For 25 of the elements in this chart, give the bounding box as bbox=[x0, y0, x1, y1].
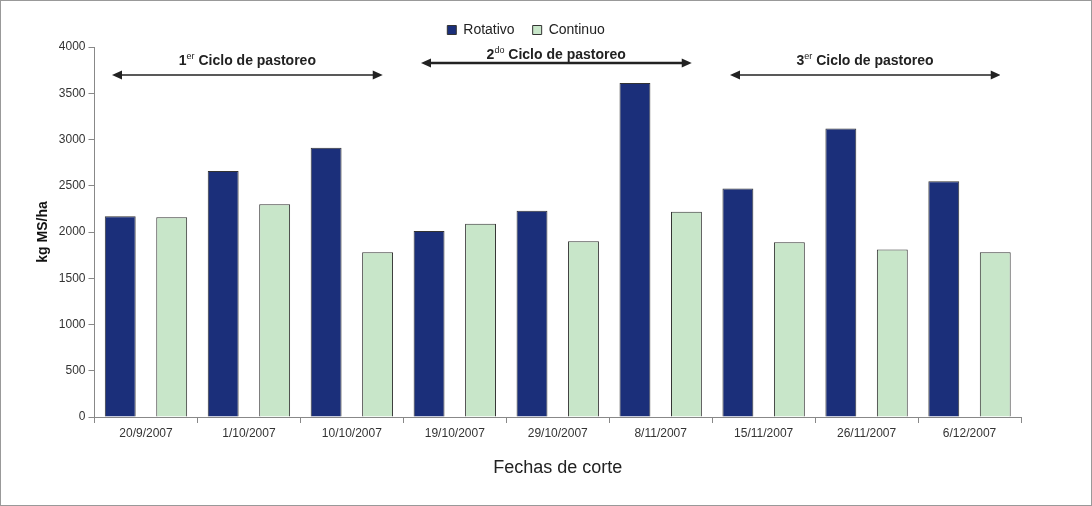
y-tick-label: 2000 bbox=[58, 224, 86, 239]
legend-label: Continuo bbox=[548, 20, 605, 37]
annotation: 1$^{er}$ Ciclo de pastoreo bbox=[178, 51, 316, 68]
y-tick-label: 3500 bbox=[58, 85, 86, 100]
y-tick-label: 2500 bbox=[58, 178, 86, 193]
x-tick-label: 19/10/2007 bbox=[424, 425, 486, 440]
x-tick-label: 20/9/2007 bbox=[119, 425, 173, 440]
x-tick-label: 1/10/2007 bbox=[222, 425, 276, 440]
y-tick-label: 3000 bbox=[58, 131, 86, 146]
x-tick-label: 6/12/2007 bbox=[942, 425, 997, 440]
y-tick-label: 500 bbox=[65, 363, 86, 378]
y-tick-label: 1500 bbox=[58, 270, 86, 285]
x-tick-label: 8/11/2007 bbox=[634, 425, 688, 440]
x-axis-title: Fechas de corte bbox=[493, 457, 623, 478]
y-axis-title: kg MS/ha bbox=[34, 201, 51, 263]
y-tick-label: 0 bbox=[78, 409, 86, 424]
x-tick-label: 29/10/2007 bbox=[527, 425, 589, 440]
legend-label: Rotativo bbox=[463, 20, 515, 37]
x-tick-label: 15/11/2007 bbox=[734, 425, 794, 440]
x-tick-label: 10/10/2007 bbox=[321, 425, 383, 440]
x-tick-label: 26/11/2007 bbox=[837, 425, 897, 440]
y-tick-label: 1000 bbox=[58, 316, 86, 331]
annotation: 2$^{do}$ Ciclo de pastoreo bbox=[486, 45, 626, 62]
annotation: 3$^{er}$ Ciclo de pastoreo bbox=[796, 51, 934, 68]
y-tick-label: 4000 bbox=[58, 39, 86, 54]
